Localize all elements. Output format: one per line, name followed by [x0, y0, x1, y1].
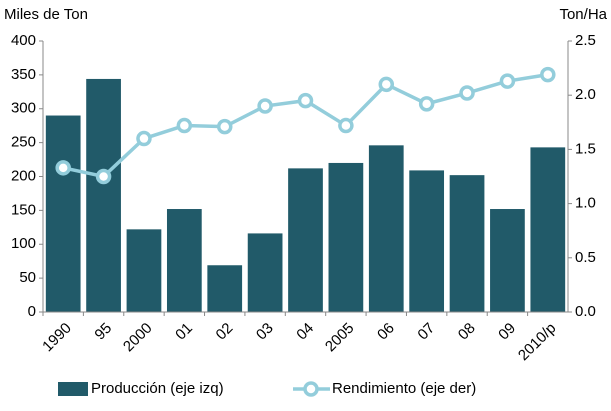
- bar: [86, 78, 121, 312]
- x-tick-label: 2000: [120, 320, 156, 356]
- x-tick-label: 08: [455, 320, 479, 344]
- x-tick-label: 2010/p: [515, 320, 559, 364]
- line-marker: [338, 117, 354, 134]
- bar: [45, 115, 81, 313]
- line-marker: [257, 98, 273, 114]
- x-tick-label: 95: [91, 320, 115, 344]
- x-tick-label: 03: [253, 320, 277, 344]
- x-tick-label: 07: [414, 320, 438, 344]
- x-tick-label: 04: [293, 320, 317, 344]
- x-tick-label: 01: [172, 320, 196, 344]
- line-marker: [216, 118, 233, 135]
- line-marker: [176, 117, 193, 134]
- y2-tick-label: 1.5: [575, 140, 596, 157]
- y-tick-label: 300: [11, 100, 36, 117]
- y-tick-label: 0: [28, 303, 36, 320]
- y-tick-label: 50: [19, 269, 36, 286]
- line-marker: [95, 168, 112, 185]
- bar: [328, 162, 364, 312]
- y-tick-label: 350: [11, 66, 36, 83]
- line: [62, 72, 549, 179]
- bar: [166, 209, 202, 312]
- line-marker: [459, 85, 475, 101]
- x-tick-label: 2005: [322, 320, 358, 356]
- y-axis-label: Miles de Ton: [4, 6, 88, 23]
- bar: [409, 170, 445, 312]
- bar: [288, 168, 323, 312]
- legend-marker: [303, 381, 319, 397]
- y2-tick-label: 0.5: [575, 249, 596, 266]
- bar: [126, 229, 162, 312]
- line-marker: [540, 66, 556, 83]
- y-tick-label: 200: [11, 167, 36, 184]
- y2-tick-label: 0.0: [575, 303, 596, 320]
- line-marker: [297, 92, 314, 109]
- y2-tick-label: 2.5: [575, 32, 596, 49]
- y-tick-label: 100: [11, 235, 36, 252]
- x-tick-label: 09: [495, 320, 519, 344]
- line-marker: [378, 76, 395, 93]
- y2-tick-label: 2.0: [575, 86, 596, 103]
- y2-axis-label: Ton/Ha: [559, 6, 607, 23]
- x-tick-label: 06: [374, 320, 398, 344]
- bar: [207, 265, 243, 312]
- y-tick-label: 150: [11, 201, 36, 218]
- y2-tick-label: 1.0: [575, 195, 596, 212]
- x-tick-label: 1990: [39, 320, 75, 356]
- x-tick-label: 02: [213, 320, 237, 344]
- line-marker: [55, 160, 71, 176]
- line-marker: [418, 96, 435, 112]
- bar: [247, 233, 283, 312]
- bar: [449, 175, 485, 312]
- bar: [530, 147, 566, 312]
- legend-swatch: [58, 382, 88, 396]
- y-tick-label: 400: [11, 32, 36, 49]
- line-marker: [136, 130, 152, 147]
- bar: [490, 209, 525, 312]
- bar: [368, 145, 404, 312]
- legend-label: Producción (eje izq): [91, 380, 224, 397]
- line-marker: [499, 73, 516, 89]
- y-tick-label: 250: [11, 134, 36, 151]
- legend-label: Rendimiento (eje der): [332, 380, 476, 397]
